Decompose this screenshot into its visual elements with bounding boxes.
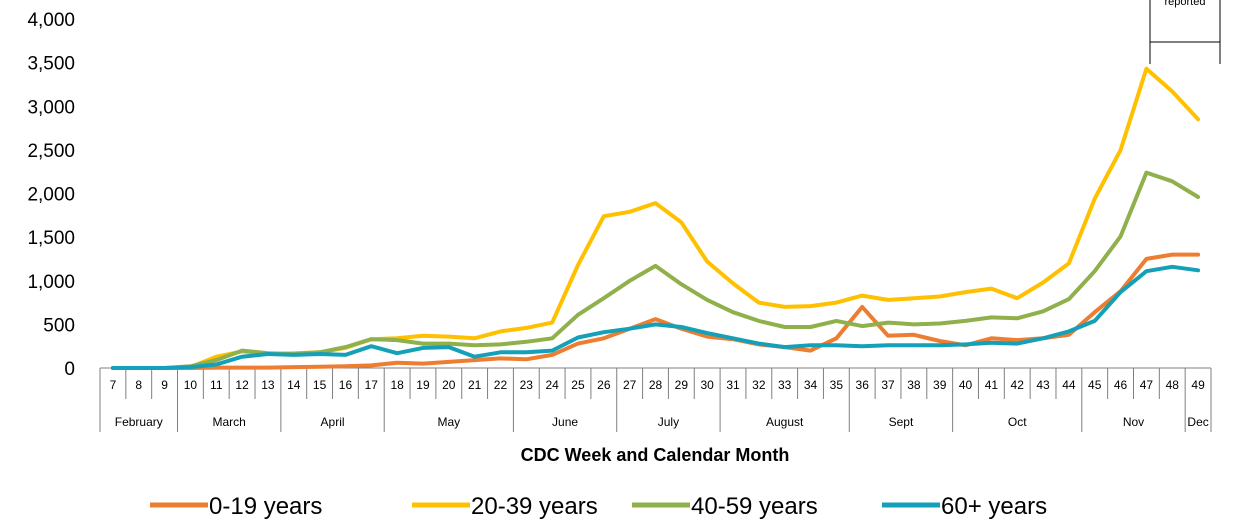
month-label: May [437, 415, 460, 429]
week-tick-label: 13 [261, 378, 275, 392]
legend-label: 60+ years [941, 493, 1047, 520]
month-label: April [321, 415, 345, 429]
week-tick-label: 33 [778, 378, 792, 392]
week-tick-label: 24 [545, 378, 559, 392]
week-tick-label: 42 [1011, 378, 1025, 392]
week-tick-label: 46 [1114, 378, 1128, 392]
week-tick-label: 17 [365, 378, 379, 392]
week-tick-label: 28 [649, 378, 663, 392]
y-tick-label: 1,500 [27, 228, 75, 249]
month-label: Sept [889, 415, 914, 429]
y-tick-label: 500 [43, 315, 75, 336]
week-tick-label: 44 [1062, 378, 1076, 392]
week-tick-label: 25 [571, 378, 585, 392]
week-tick-label: 23 [520, 378, 534, 392]
y-tick-label: 3,500 [27, 54, 75, 75]
week-tick-label: 7 [110, 378, 117, 392]
y-tick-label: 3,000 [27, 97, 75, 118]
week-tick-label: 29 [675, 378, 689, 392]
month-label: Dec [1187, 415, 1208, 429]
week-tick-label: 45 [1088, 378, 1102, 392]
week-tick-label: 10 [184, 378, 198, 392]
week-tick-label: 37 [881, 378, 895, 392]
week-tick-label: 20 [442, 378, 456, 392]
week-tick-label: 9 [161, 378, 168, 392]
month-label: Nov [1123, 415, 1144, 429]
week-tick-label: 30 [700, 378, 714, 392]
reported-annotation: reported [1149, 0, 1221, 64]
week-tick-label: 12 [235, 378, 249, 392]
week-tick-label: 8 [135, 378, 142, 392]
week-tick-label: 15 [313, 378, 327, 392]
week-tick-label: 39 [933, 378, 947, 392]
series-line [110, 252, 1201, 370]
week-tick-label: 48 [1166, 378, 1180, 392]
series-layer [110, 66, 1201, 370]
y-tick-label: 4,000 [27, 10, 75, 31]
week-tick-label: 38 [907, 378, 921, 392]
week-tick-label: 18 [390, 378, 404, 392]
week-tick-label: 47 [1140, 378, 1154, 392]
week-tick-label: 14 [287, 378, 301, 392]
series-line [110, 264, 1201, 370]
month-label: March [213, 415, 246, 429]
month-label: August [766, 415, 804, 429]
week-tick-label: 21 [468, 378, 482, 392]
y-tick-label: 1,000 [27, 272, 75, 293]
month-label: February [115, 415, 163, 429]
month-label: Oct [1008, 415, 1027, 429]
week-tick-label: 43 [1036, 378, 1050, 392]
y-axis: 4,000 3,500 3,000 2,500 2,000 1,500 1,000 500 0 [27, 10, 75, 380]
week-tick-label: 16 [339, 378, 353, 392]
week-tick-label: 41 [985, 378, 999, 392]
week-tick-label: 19 [416, 378, 430, 392]
x-axis-title: CDC Week and Calendar Month [521, 445, 790, 465]
week-tick-label: 34 [804, 378, 818, 392]
week-tick-label: 22 [494, 378, 508, 392]
week-tick-label: 35 [830, 378, 844, 392]
week-tick-label: 49 [1191, 378, 1205, 392]
week-tick-label: 11 [210, 378, 223, 392]
month-label: June [552, 415, 578, 429]
y-tick-label: 2,500 [27, 141, 75, 162]
week-tick-label: 40 [959, 378, 973, 392]
legend-label: 20-39 years [471, 493, 598, 520]
y-tick-label: 0 [64, 359, 75, 380]
legend: 0-19 years 20-39 years 40-59 years 60+ year… [150, 493, 1047, 520]
week-tick-label: 26 [597, 378, 611, 392]
x-axis: 7 8 9 10 11 12 13 14 15 16 17 18 19 20 21 22 23 24 25 26 27 2… [99, 367, 1212, 432]
month-label: July [658, 415, 679, 429]
week-tick-label: 32 [752, 378, 766, 392]
week-tick-label: 36 [856, 378, 870, 392]
week-tick-label: 27 [623, 378, 637, 392]
legend-label: 40-59 years [691, 493, 818, 520]
y-tick-label: 2,000 [27, 185, 75, 206]
annotation-text: reported [1165, 0, 1206, 8]
legend-label: 0-19 years [209, 493, 322, 520]
week-tick-label: 31 [726, 378, 740, 392]
